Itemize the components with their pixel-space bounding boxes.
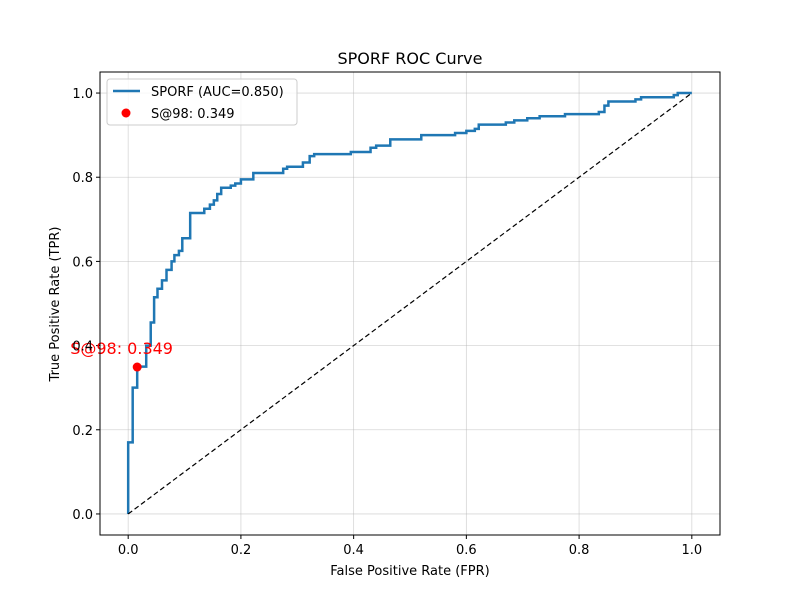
legend-box xyxy=(106,78,298,126)
s98-annotation: S@98: 0.349 xyxy=(70,339,173,358)
x-tick-label: 0.0 xyxy=(118,543,139,558)
legend-entry-sporf: SPORF (AUC=0.850) xyxy=(151,85,284,100)
x-tick-label: 0.4 xyxy=(343,543,364,558)
y-tick-label: 0.6 xyxy=(72,255,93,270)
legend: SPORF (AUC=0.850) S@98: 0.349 xyxy=(106,78,298,126)
s98-point-marker xyxy=(132,362,142,372)
plot-frame xyxy=(99,71,721,536)
y-tick-label: 0.0 xyxy=(72,508,93,523)
series-layer xyxy=(126,91,693,515)
chance-diagonal-line xyxy=(127,92,693,515)
legend-entry-s98: S@98: 0.349 xyxy=(151,107,235,122)
y-tick-label: 1.0 xyxy=(72,87,93,102)
x-tick-label: 0.6 xyxy=(456,543,477,558)
x-tick-label: 0.8 xyxy=(569,543,590,558)
y-tick-label: 0.2 xyxy=(72,424,93,439)
marker-layer: S@98: 0.349 xyxy=(70,339,173,372)
sporf-roc-line xyxy=(126,91,692,514)
y-tick-label: 0.8 xyxy=(72,171,93,186)
tick-marks xyxy=(96,92,693,539)
x-tick-label: 1.0 xyxy=(681,543,702,558)
x-tick-label: 0.2 xyxy=(231,543,252,558)
y-tick-label: 0.4 xyxy=(72,340,93,355)
y-axis-label: True Positive Rate (TPR) xyxy=(48,227,63,383)
chart-title: SPORF ROC Curve xyxy=(338,49,483,68)
x-axis-label: False Positive Rate (FPR) xyxy=(330,564,489,579)
grid-lines xyxy=(100,72,720,535)
legend-marker-swatch xyxy=(121,108,131,118)
